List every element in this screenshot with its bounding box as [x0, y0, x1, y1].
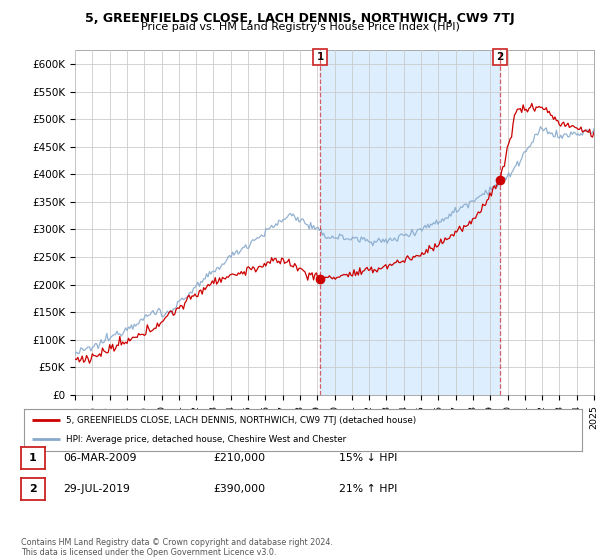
- Text: 29-JUL-2019: 29-JUL-2019: [63, 484, 130, 494]
- Text: 15% ↓ HPI: 15% ↓ HPI: [339, 453, 397, 463]
- Text: 1: 1: [29, 453, 37, 463]
- Text: 21% ↑ HPI: 21% ↑ HPI: [339, 484, 397, 494]
- Text: 2: 2: [29, 484, 37, 494]
- Bar: [320, 50, 500, 395]
- Text: 06-MAR-2009: 06-MAR-2009: [63, 453, 137, 463]
- Text: Contains HM Land Registry data © Crown copyright and database right 2024.
This d: Contains HM Land Registry data © Crown c…: [21, 538, 333, 557]
- Text: £210,000: £210,000: [213, 453, 265, 463]
- Text: 2: 2: [497, 52, 504, 62]
- Text: 5, GREENFIELDS CLOSE, LACH DENNIS, NORTHWICH, CW9 7TJ (detached house): 5, GREENFIELDS CLOSE, LACH DENNIS, NORTH…: [66, 416, 416, 424]
- Text: £390,000: £390,000: [213, 484, 265, 494]
- Text: 1: 1: [317, 52, 324, 62]
- Text: HPI: Average price, detached house, Cheshire West and Chester: HPI: Average price, detached house, Ches…: [66, 435, 346, 444]
- Text: Price paid vs. HM Land Registry's House Price Index (HPI): Price paid vs. HM Land Registry's House …: [140, 22, 460, 32]
- Text: 5, GREENFIELDS CLOSE, LACH DENNIS, NORTHWICH, CW9 7TJ: 5, GREENFIELDS CLOSE, LACH DENNIS, NORTH…: [85, 12, 515, 25]
